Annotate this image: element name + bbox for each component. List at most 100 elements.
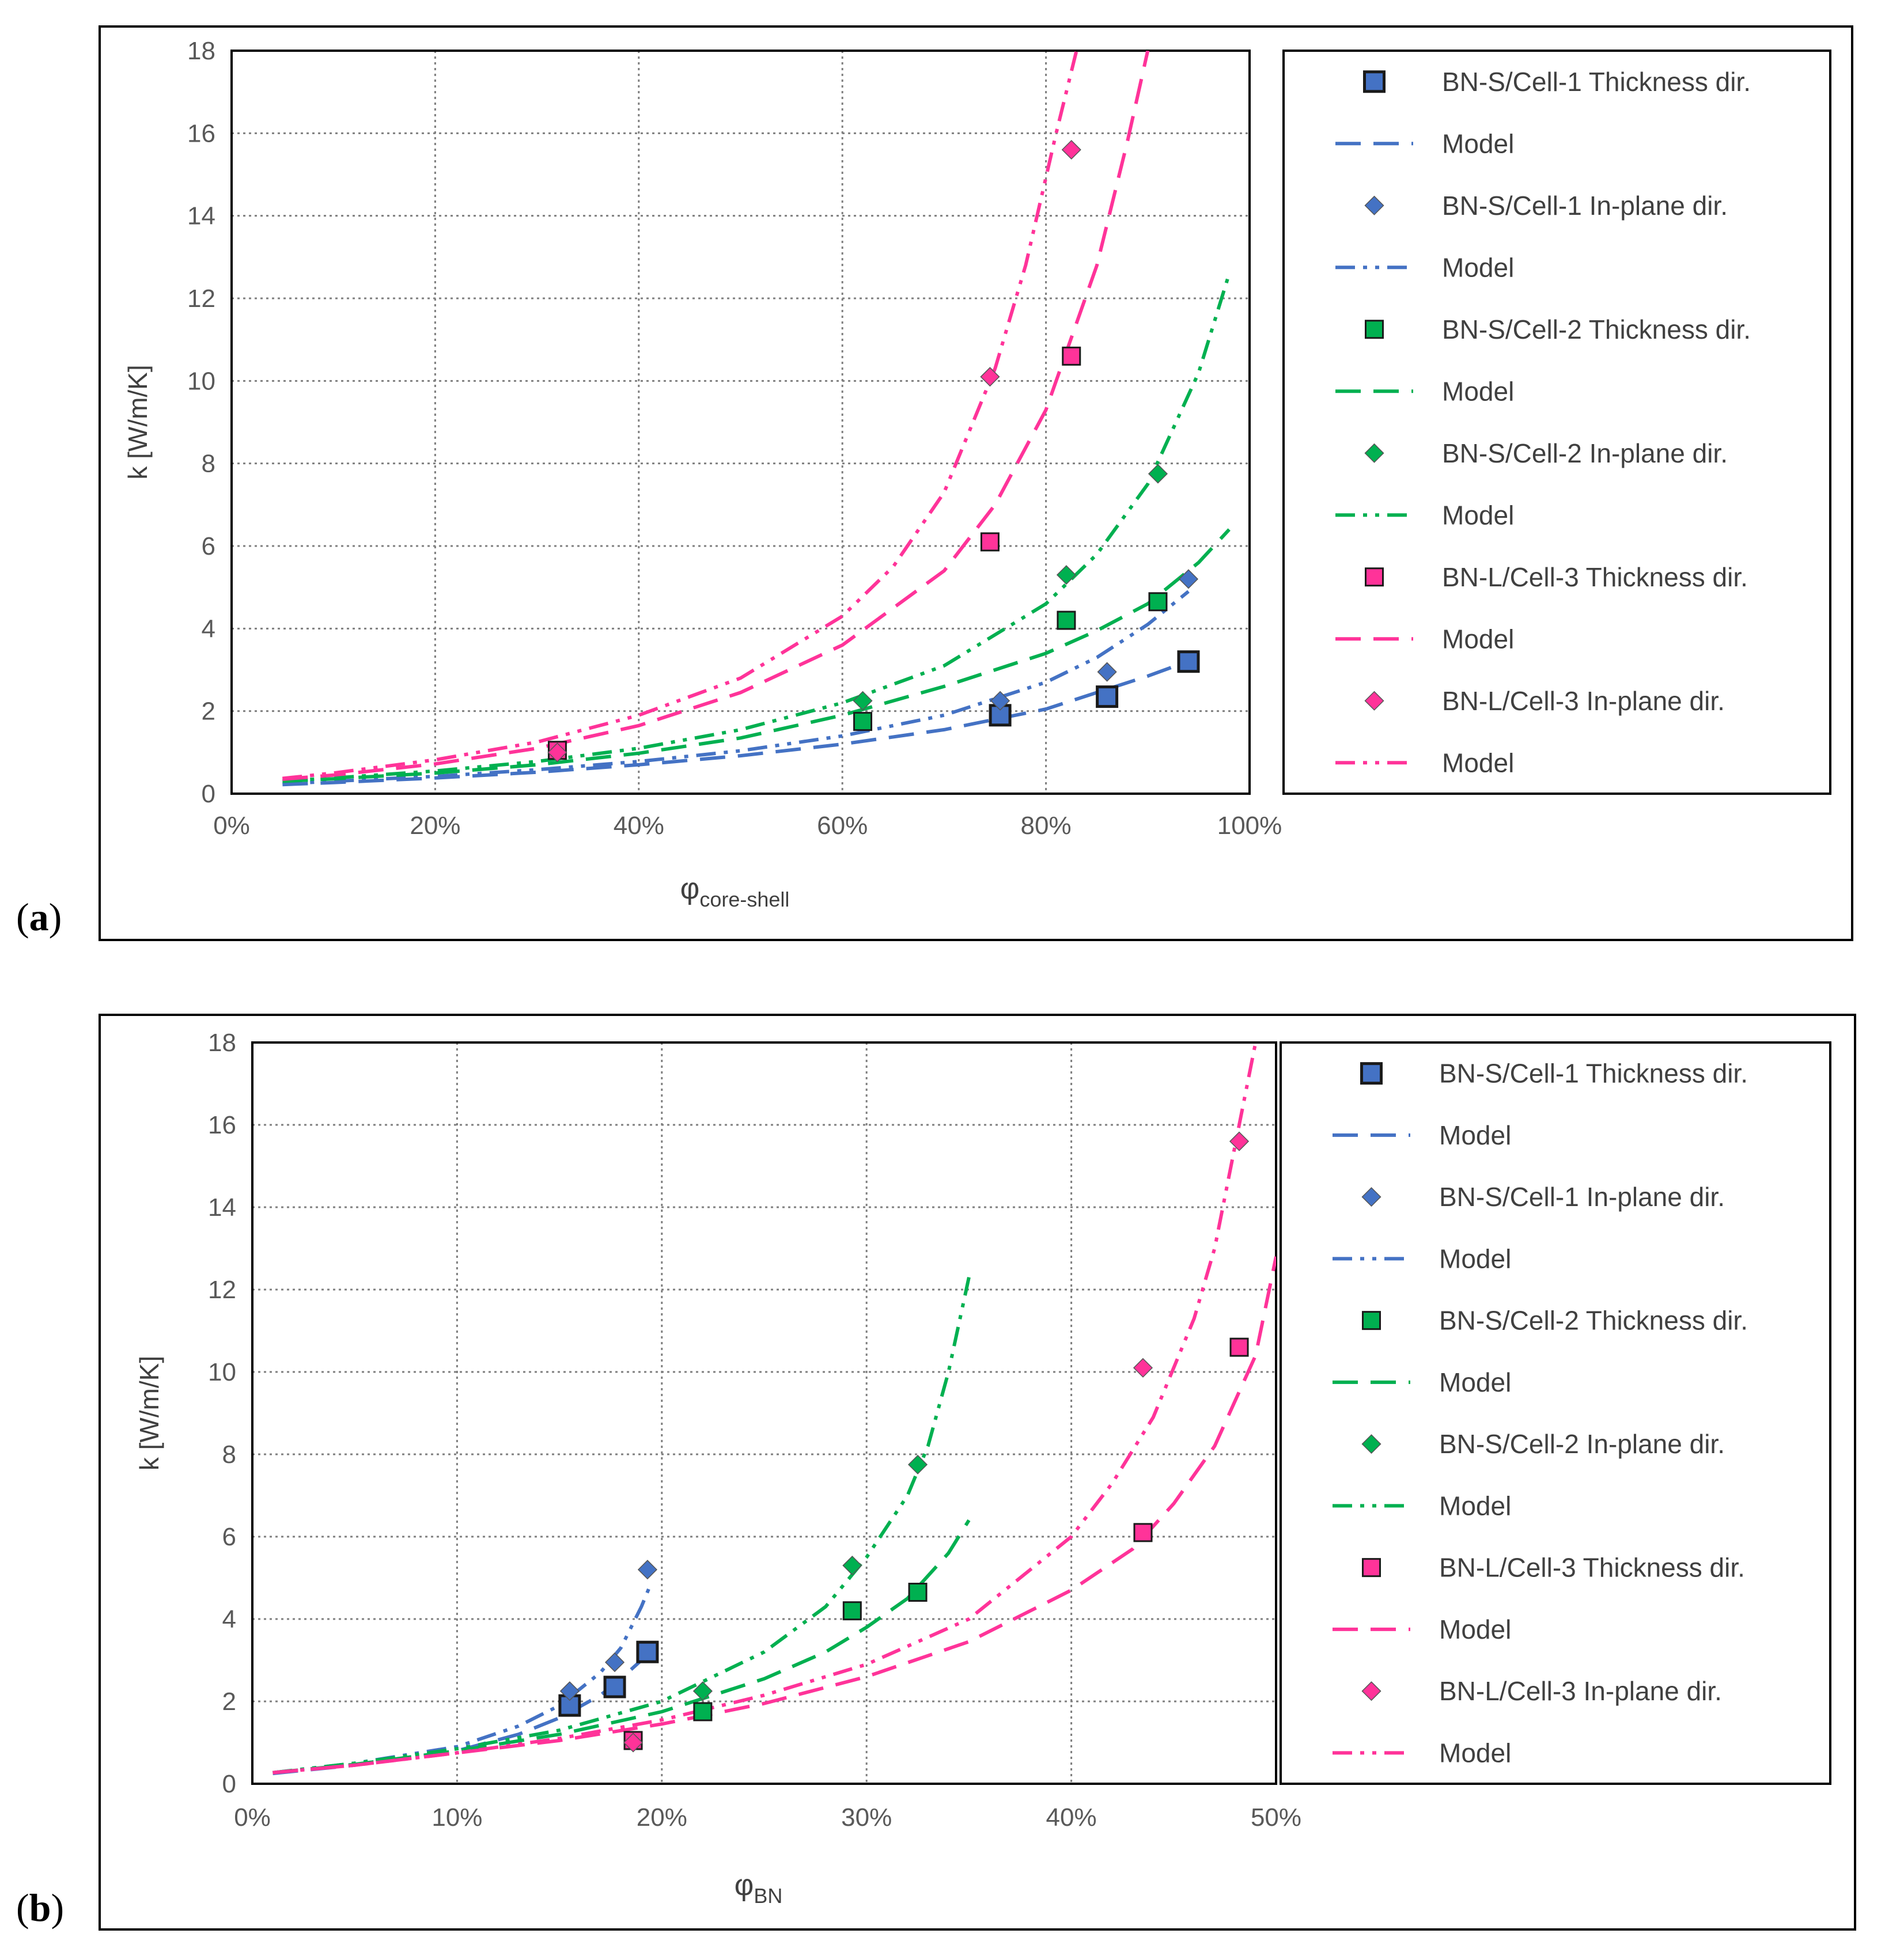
plot-data [282, 51, 1231, 787]
x-axis-title: φcore-shell [680, 872, 790, 911]
y-tick-label: 18 [208, 1029, 236, 1057]
x-tick-label: 10% [431, 1803, 482, 1832]
data-point [1148, 464, 1168, 484]
data-point [547, 742, 567, 763]
legend-label: BN-L/Cell-3 In-plane dir. [1439, 1676, 1722, 1706]
panel-label: (b) [16, 1886, 64, 1929]
legend-label: BN-L/Cell-3 In-plane dir. [1442, 686, 1725, 716]
legend-marker [1363, 70, 1386, 93]
y-tick-label: 10 [187, 367, 215, 395]
legend-marker [1364, 691, 1384, 711]
x-tick-label: 0% [213, 812, 250, 840]
data-point [842, 1601, 862, 1621]
model-curve [272, 1519, 971, 1775]
legend-label: Model [1442, 376, 1514, 406]
data-point [1133, 1523, 1153, 1542]
panel-a: (a) 0 2 4 6 8 10 12 14 16 18 0% 20% 40% 60% 80% 100% φcor… [16, 25, 1853, 941]
legend-label: BN-L/Cell-3 Thickness dir. [1442, 562, 1748, 592]
data-point [980, 532, 1000, 552]
legend-label: BN-S/Cell-1 Thickness dir. [1442, 67, 1751, 97]
panel-label: (a) [16, 895, 62, 939]
data-point [1057, 611, 1076, 630]
data-point [1096, 685, 1119, 708]
data-point [990, 691, 1010, 711]
y-tick-label: 16 [208, 1111, 236, 1139]
data-point [637, 1560, 657, 1580]
chart-frame [99, 25, 1853, 941]
y-axis-title: k [W/m/K] [134, 1356, 164, 1470]
data-point [623, 1732, 644, 1753]
y-tick-label: 14 [208, 1193, 236, 1222]
data-point [853, 712, 873, 731]
legend-label: Model [1442, 252, 1514, 282]
legend-marker [1361, 1681, 1381, 1701]
data-point [853, 691, 873, 711]
data-point [1061, 139, 1081, 160]
data-point [1148, 592, 1168, 612]
legend-marker [1361, 1434, 1381, 1454]
data-point [692, 1681, 713, 1701]
model-curve [282, 528, 1231, 783]
plot-area-border [230, 50, 1251, 795]
model-curve [282, 655, 1199, 787]
legend-marker [1364, 195, 1384, 215]
legend-label: BN-S/Cell-1 Thickness dir. [1439, 1059, 1748, 1089]
model-curve [282, 273, 1231, 783]
legend-label: Model [1442, 500, 1514, 530]
legend-label: BN-S/Cell-2 Thickness dir. [1442, 314, 1751, 344]
x-tick-label: 30% [841, 1803, 892, 1832]
legend-label: Model [1439, 1738, 1511, 1768]
legend-label: BN-S/Cell-1 In-plane dir. [1442, 191, 1728, 221]
x-tick-label: 20% [637, 1803, 687, 1832]
y-tick-label: 0 [222, 1770, 236, 1798]
data-point [636, 1640, 659, 1663]
legend-label: BN-S/Cell-1 In-plane dir. [1439, 1182, 1725, 1212]
legend-label: Model [1439, 1120, 1511, 1150]
legend-marker [1364, 443, 1384, 463]
data-point [559, 1681, 580, 1701]
legend-box [1280, 1041, 1831, 1785]
panel-b: (b) 0 2 4 6 8 10 12 14 16 18 0% 10% 20% 30% 40% 50% φBN k … [16, 1014, 1856, 1931]
x-tick-label: 0% [234, 1803, 271, 1832]
data-point [1229, 1337, 1249, 1357]
legend-label: BN-S/Cell-2 In-plane dir. [1442, 438, 1728, 468]
data-point [1056, 565, 1077, 585]
legend-marker [1362, 1311, 1381, 1330]
model-curve [272, 1256, 1276, 1775]
data-point [1062, 346, 1081, 366]
legend-marker [1365, 567, 1384, 587]
y-axis-title: k [W/m/K] [123, 365, 153, 479]
data-point [604, 1652, 625, 1673]
legend-label: Model [1442, 748, 1514, 778]
chart-frame [99, 1014, 1856, 1931]
model-curve [282, 51, 1150, 781]
model-curve [282, 590, 1190, 786]
plot-area-border [251, 1041, 1277, 1785]
y-tick-label: 14 [187, 202, 215, 230]
legend-label: Model [1442, 128, 1514, 158]
y-tick-label: 2 [222, 1688, 236, 1716]
y-tick-label: 4 [222, 1605, 236, 1633]
x-tick-label: 20% [410, 812, 460, 840]
data-point [1178, 569, 1199, 589]
legend-label: Model [1439, 1614, 1511, 1644]
data-point [908, 1583, 928, 1602]
x-axis-title: φBN [735, 1868, 783, 1908]
data-point [1177, 650, 1200, 673]
data-point [1133, 1358, 1153, 1378]
legend-label: Model [1439, 1244, 1511, 1273]
y-tick-label: 4 [202, 615, 215, 643]
x-tick-label: 40% [1046, 1803, 1097, 1832]
legend-box [1282, 50, 1831, 795]
model-curve [272, 1581, 653, 1775]
y-tick-label: 6 [202, 532, 215, 560]
x-tick-label: 100% [1217, 812, 1282, 840]
data-point [693, 1702, 713, 1722]
data-point [842, 1555, 862, 1576]
x-tick-label: 80% [1021, 812, 1072, 840]
plot-data [272, 1042, 1276, 1776]
x-tick-label: 50% [1251, 1803, 1301, 1832]
y-tick-label: 2 [202, 697, 215, 726]
legend-marker [1360, 1062, 1383, 1085]
model-curve [272, 1276, 971, 1775]
